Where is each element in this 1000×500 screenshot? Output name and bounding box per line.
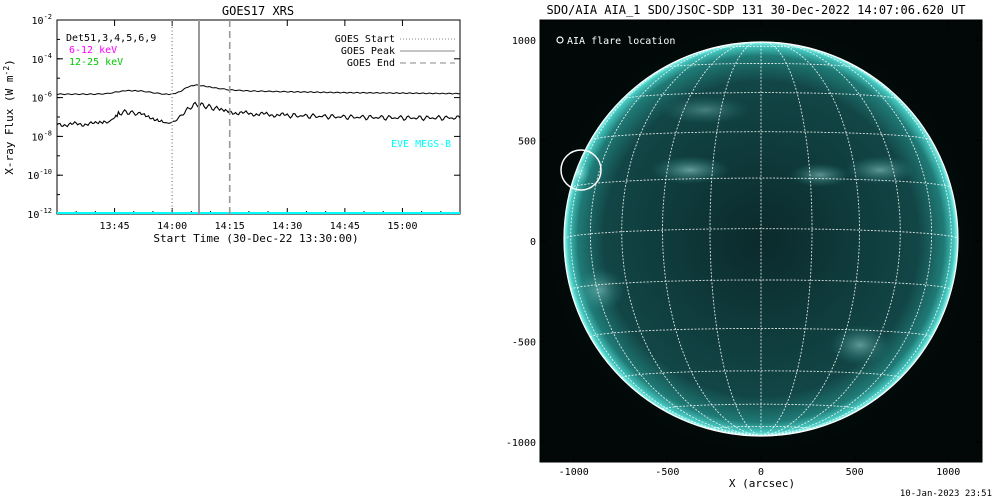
y-tick-exponent: -2	[44, 13, 52, 21]
active-region	[660, 96, 750, 124]
flux-line-long	[57, 84, 460, 96]
flare-location-circle	[560, 149, 602, 191]
y-tick-label: 10-2	[32, 13, 52, 27]
y-tick-base: 10	[32, 16, 44, 27]
y-tick-label: 10-8	[32, 129, 52, 143]
y-tick-base: 10	[27, 171, 39, 182]
grid-line	[760, 41, 813, 437]
image-x-tick-label: 1000	[936, 467, 960, 478]
energy-label-12-25: 12-25 keV	[69, 57, 123, 68]
footer-date: 10-Jan-2023 23:51	[900, 489, 992, 499]
image-x-ticks: -1000 -500 0 500 1000	[559, 20, 960, 478]
y-tick-exponent: -10	[39, 168, 52, 176]
active-region	[575, 268, 625, 312]
x-tick-label: 14:15	[215, 221, 245, 232]
flux-line-short	[57, 101, 460, 128]
image-y-tick-label: 500	[518, 137, 536, 148]
active-region	[650, 156, 730, 184]
active-region	[845, 156, 915, 184]
x-tick-label: 14:45	[330, 221, 360, 232]
energy-label-6-12: 6-12 keV	[69, 45, 117, 56]
y-tick-exponent: -12	[39, 207, 52, 215]
grid-line	[760, 42, 901, 437]
y-tick-base: 10	[32, 94, 44, 105]
y-tick-label: 10-10	[27, 168, 52, 182]
image-y-tick-label: 0	[530, 237, 536, 248]
aia-image-panel: SDO/AIA AIA_1 SDO/JSOC-SDP 131 30-Dec-20…	[506, 3, 983, 490]
goes-event-lines	[171, 20, 231, 214]
image-x-tick-label: 500	[846, 467, 864, 478]
x-axis-label: Start Time (30-Dec-22 13:30:00)	[153, 232, 358, 245]
image-y-tick-label: -500	[512, 337, 536, 348]
detector-label: Det51,3,4,5,6,9	[66, 33, 156, 44]
y-axis-label-text: X-ray Flux (W m	[3, 75, 16, 175]
grid-line	[709, 41, 762, 437]
y-tick-label: 10-4	[32, 52, 52, 66]
active-region	[790, 163, 850, 187]
image-x-tick-label: -1000	[559, 467, 589, 478]
y-tick-base: 10	[27, 210, 39, 221]
x-tick-label: 14:30	[272, 221, 302, 232]
grid-line	[570, 177, 952, 189]
flux-series	[57, 84, 460, 214]
flare-location-legend: AIA flare location	[567, 36, 675, 47]
grid-line	[570, 279, 952, 291]
grid-line	[709, 425, 813, 430]
grid-line	[760, 42, 933, 437]
x-tick-label: 13:45	[100, 221, 130, 232]
image-y-ticks: 1000 500 0 -500 -1000	[506, 36, 982, 449]
grid-line	[590, 131, 932, 141]
y-tick-label: 10-12	[27, 207, 52, 221]
chart-title: GOES17 XRS	[222, 4, 294, 18]
x-tick-label: 14:00	[157, 221, 187, 232]
legend-goes-end: GOES End	[347, 58, 395, 69]
aia-image: AIA flare location	[540, 20, 982, 462]
y-tick-exponent: -4	[44, 52, 52, 60]
grid-line	[662, 41, 762, 437]
y-tick-exponent: -8	[44, 129, 52, 137]
image-x-tick-label: -500	[655, 467, 679, 478]
image-y-tick-label: -1000	[506, 438, 536, 449]
image-x-label: X (arcsec)	[729, 477, 795, 490]
legend-goes-start: GOES Start	[335, 34, 395, 45]
solar-limb	[563, 41, 959, 437]
grid-line	[760, 45, 952, 437]
plot-area	[57, 20, 460, 214]
image-x-tick-label: 0	[758, 467, 764, 478]
grid-line	[760, 41, 860, 437]
event-legend: GOES Start GOES Peak GOES End	[335, 34, 455, 69]
y-axis-label-close: )	[3, 59, 16, 66]
legend-circle-icon	[556, 36, 564, 44]
eve-megs-b-label: EVE MEGS-B	[391, 139, 451, 150]
image-y-tick-label: 1000	[512, 36, 536, 47]
grid-line	[621, 42, 762, 437]
y-axis-label: X-ray Flux (W m-2)	[2, 59, 16, 175]
grid-line	[570, 45, 762, 437]
x-tick-label: 15:00	[387, 221, 417, 232]
image-title: SDO/AIA AIA_1 SDO/JSOC-SDP 131 30-Dec-20…	[546, 3, 965, 17]
grid-line	[589, 42, 762, 437]
y-tick-label: 10-6	[32, 91, 52, 105]
y-tick-base: 10	[32, 132, 44, 143]
y-tick-base: 10	[32, 55, 44, 66]
y-tick-exponent: -6	[44, 91, 52, 99]
grid-line	[621, 92, 901, 100]
y-axis-label-exponent: -2	[2, 66, 11, 76]
legend-goes-peak: GOES Peak	[341, 46, 395, 57]
